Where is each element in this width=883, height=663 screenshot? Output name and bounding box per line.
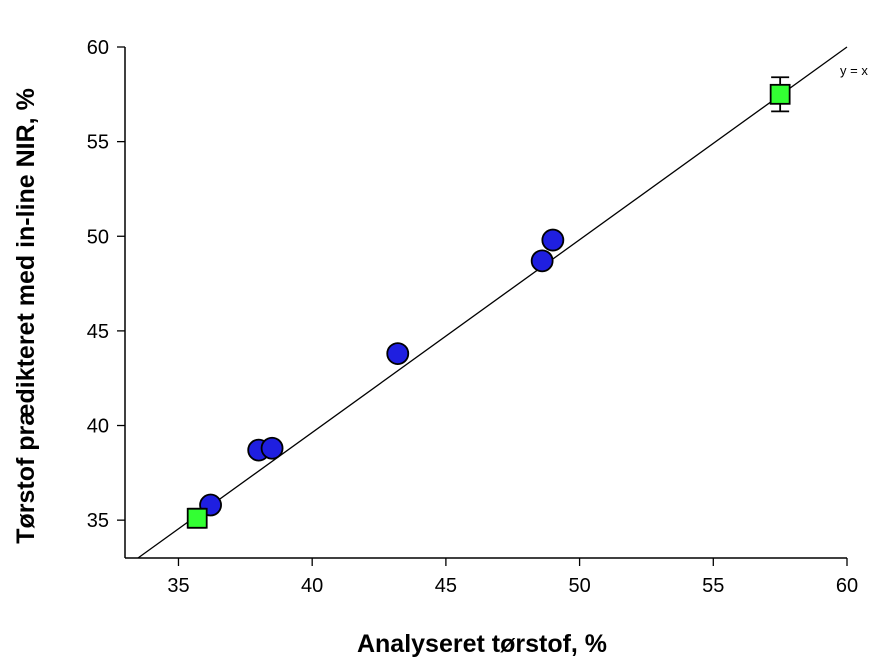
axes [124,47,847,559]
y-axis-ticks: 35 40 45 50 55 60 [87,37,125,532]
x-tick-label: 35 [167,575,189,597]
data-points [186,76,791,529]
y-tick-label: 40 [87,416,109,438]
y-tick-label: 45 [87,321,109,343]
x-tick-label: 40 [301,575,323,597]
y-tick-label: 50 [87,226,109,248]
y-tick-label: 55 [87,132,109,154]
x-tick-label: 50 [568,575,590,597]
y-tick-label: 35 [87,510,109,532]
data-point-square [186,507,208,529]
data-point-circle [386,342,410,366]
identity-reference-line [137,46,848,559]
identity-line-label: y = x [840,63,868,78]
x-tick-label: 55 [702,575,724,597]
x-tick-label: 60 [836,575,858,597]
data-point-circle [260,436,284,460]
y-tick-label: 60 [87,37,109,59]
y-axis-title: Tørstof prædikteret med in-line NIR, % [12,88,40,544]
data-point-circle [541,228,565,252]
data-point-circle [530,249,554,273]
x-axis-ticks: 35 40 45 50 55 60 [167,558,858,597]
x-tick-label: 45 [435,575,457,597]
x-axis-title: Analyseret tørstof, % [357,630,607,658]
data-point-square [769,83,791,105]
